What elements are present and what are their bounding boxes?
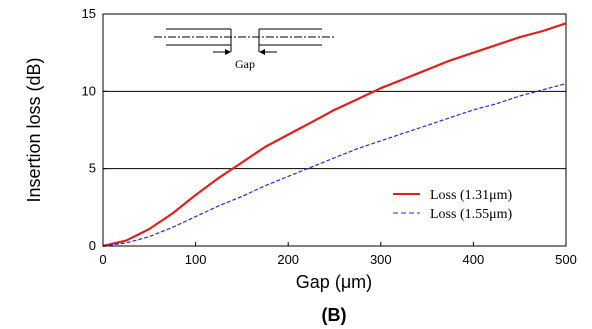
x-tick-label-100: 100: [185, 252, 207, 267]
x-tick-label-0: 0: [99, 252, 106, 267]
fiber-gap-diagram: Gap: [154, 28, 336, 71]
x-tick-label-500: 500: [555, 252, 577, 267]
legend: Loss (1.31μm) Loss (1.55μm): [393, 188, 513, 222]
plot-frame: [102, 13, 567, 247]
y-axis-label: Insertion loss (dB): [24, 57, 44, 202]
x-ticks: 0 100 200 300 400 500: [99, 242, 577, 267]
x-tick-label-200: 200: [277, 252, 299, 267]
legend-label-1310: Loss (1.31μm): [430, 188, 513, 203]
gap-arrowhead-left: [225, 49, 231, 55]
y-tick-label-0: 0: [89, 238, 96, 253]
inset-gap-label: Gap: [235, 57, 255, 71]
y-tick-label-5: 5: [89, 161, 96, 176]
series-group: [102, 22, 567, 248]
x-tick-label-300: 300: [370, 252, 392, 267]
panel-label: (B): [322, 305, 347, 325]
y-tick-label-15: 15: [82, 6, 96, 21]
x-axis-label: Gap (μm): [296, 272, 372, 292]
gap-arrowhead-right: [259, 49, 265, 55]
series-line-1310nm: [102, 22, 567, 248]
x-tick-label-400: 400: [463, 252, 485, 267]
series-line-1550nm: [102, 83, 567, 247]
grid-lines: [103, 90, 566, 170]
y-tick-label-10: 10: [82, 83, 96, 98]
y-ticks: 0 5 10 15: [82, 6, 107, 253]
legend-label-1550: Loss (1.55μm): [430, 207, 513, 222]
